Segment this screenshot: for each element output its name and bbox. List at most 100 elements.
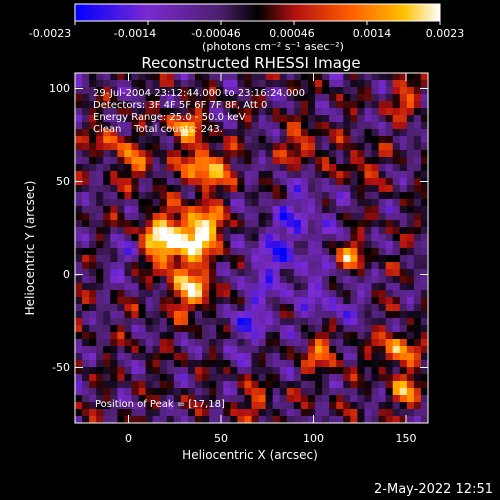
- heatmap-cell: [173, 185, 182, 193]
- heatmap-cell: [279, 234, 288, 242]
- heatmap-cell: [173, 262, 182, 270]
- heatmap-cell: [216, 129, 224, 137]
- heatmap-cell: [406, 143, 415, 151]
- heatmap-cell: [82, 136, 90, 144]
- heatmap-cell: [89, 199, 97, 207]
- heatmap-cell: [145, 185, 154, 193]
- heatmap-cell: [202, 213, 210, 221]
- heatmap-cell: [357, 213, 365, 221]
- heatmap-cell: [223, 311, 231, 319]
- heatmap-cell: [258, 178, 267, 186]
- heatmap-cell: [230, 220, 238, 228]
- heatmap-cell: [96, 87, 104, 95]
- heatmap-cell: [117, 381, 125, 389]
- heatmap-cell: [96, 360, 104, 368]
- heatmap-cell: [237, 283, 245, 291]
- heatmap-cell: [293, 339, 302, 347]
- heatmap-cell: [322, 353, 330, 361]
- heatmap-cell: [385, 227, 394, 235]
- heatmap-cell: [272, 374, 281, 382]
- heatmap-cell: [378, 80, 387, 88]
- heatmap-cell: [209, 325, 217, 333]
- heatmap-cell: [244, 234, 252, 242]
- heatmap-cell: [272, 248, 281, 256]
- heatmap-cell: [75, 129, 83, 137]
- heatmap-cell: [251, 178, 259, 186]
- heatmap-cell: [117, 143, 125, 151]
- heatmap-cell: [195, 388, 203, 396]
- heatmap-cell: [343, 108, 351, 116]
- heatmap-cell: [420, 402, 429, 410]
- heatmap-cell: [378, 157, 387, 165]
- heatmap-cell: [138, 122, 146, 130]
- heatmap-cell: [187, 346, 196, 354]
- heatmap-cell: [237, 129, 245, 137]
- heatmap-cell: [237, 94, 245, 102]
- heatmap-cell: [406, 150, 415, 158]
- heatmap-cell: [202, 395, 210, 403]
- heatmap-cell: [385, 234, 394, 242]
- heatmap-cell: [237, 367, 245, 375]
- heatmap-cell: [406, 115, 415, 123]
- heatmap-cell: [82, 311, 90, 319]
- heatmap-cell: [322, 304, 330, 312]
- heatmap-cell: [399, 199, 408, 207]
- heatmap-cell: [399, 87, 408, 95]
- heatmap-cell: [138, 199, 146, 207]
- heatmap-cell: [195, 318, 203, 326]
- heatmap-cell: [110, 73, 118, 81]
- heatmap-cell: [75, 339, 83, 347]
- heatmap-cell: [371, 248, 379, 256]
- heatmap-cell: [378, 220, 387, 228]
- heatmap-cell: [300, 192, 309, 200]
- heatmap-cell: [124, 374, 132, 382]
- heatmap-cell: [195, 122, 203, 130]
- heatmap-cell: [110, 248, 118, 256]
- heatmap-cell: [180, 402, 189, 410]
- heatmap-cell: [216, 136, 224, 144]
- heatmap-cell: [103, 101, 111, 109]
- heatmap-cell: [131, 297, 139, 305]
- heatmap-cell: [159, 108, 168, 116]
- heatmap-cell: [385, 101, 394, 109]
- heatmap-cell: [279, 227, 288, 235]
- heatmap-cell: [350, 157, 358, 165]
- heatmap-cell: [378, 283, 387, 291]
- heatmap-cell: [124, 122, 132, 130]
- heatmap-cell: [293, 206, 302, 214]
- heatmap-cell: [350, 311, 358, 319]
- heatmap-cell: [124, 311, 132, 319]
- heatmap-cell: [152, 311, 161, 319]
- heatmap-cell: [110, 395, 118, 403]
- heatmap-cell: [286, 402, 295, 410]
- heatmap-cell: [159, 101, 168, 109]
- heatmap-cell: [322, 80, 330, 88]
- heatmap-cell: [399, 409, 408, 417]
- heatmap-cell: [131, 388, 139, 396]
- heatmap-cell: [152, 206, 161, 214]
- heatmap-cell: [420, 318, 429, 326]
- heatmap-cell: [357, 318, 365, 326]
- heatmap-cell: [392, 402, 401, 410]
- heatmap-cell: [166, 199, 175, 207]
- heatmap-cell: [173, 157, 182, 165]
- heatmap-cell: [124, 171, 132, 179]
- heatmap-cell: [124, 178, 132, 186]
- heatmap-cell: [399, 122, 408, 130]
- heatmap-cell: [272, 157, 281, 165]
- heatmap-cell: [307, 143, 316, 151]
- heatmap-cell: [329, 108, 337, 116]
- heatmap-cell: [399, 101, 408, 109]
- heatmap-cell: [103, 108, 111, 116]
- heatmap-cell: [152, 402, 161, 410]
- heatmap-cell: [272, 325, 281, 333]
- heatmap-cell: [209, 178, 217, 186]
- heatmap-cell: [180, 115, 189, 123]
- heatmap-cell: [96, 101, 104, 109]
- heatmap-cell: [315, 311, 323, 319]
- heatmap-cell: [230, 73, 238, 81]
- heatmap-cell: [166, 143, 175, 151]
- heatmap-cell: [399, 318, 408, 326]
- heatmap-cell: [307, 73, 316, 81]
